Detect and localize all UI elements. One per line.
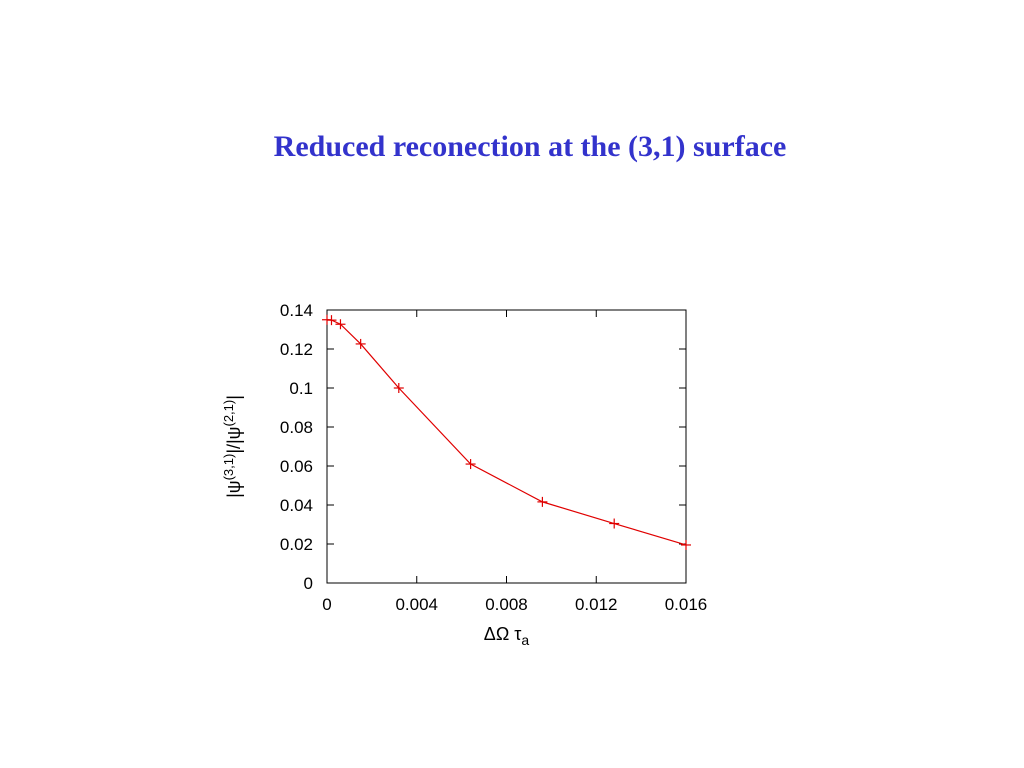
- x-tick-label: 0: [322, 595, 331, 614]
- data-point-marker: [681, 539, 691, 550]
- plot-frame: [326, 309, 687, 584]
- y-tick-label: 0.12: [280, 340, 313, 359]
- slide-title: Reduced reconection at the (3,1) surface: [273, 130, 787, 163]
- x-tick-label: 0.016: [665, 595, 708, 614]
- y-tick-labels: 0 0.02 0.04 0.06 0.08 0.1 0.12 0.14: [280, 301, 313, 593]
- data-point-marker: [609, 518, 620, 529]
- data-point-marker: [335, 319, 346, 330]
- x-tick-labels: 0 0.004 0.008 0.012 0.016: [322, 595, 707, 614]
- y-tick-label: 0.1: [289, 379, 313, 398]
- y-axis-label: |ψ(3,1)|/|ψ(2,1)|: [221, 395, 244, 498]
- x-axis-label: ΔΩ τa: [484, 624, 530, 648]
- y-tick-label: 0.04: [280, 496, 313, 515]
- x-tick-label: 0.012: [575, 595, 618, 614]
- data-point-marker: [355, 338, 366, 349]
- series-group: [322, 314, 691, 550]
- x-tick-label: 0.008: [485, 595, 528, 614]
- series-line: [326, 319, 687, 546]
- x-tick-label: 0.004: [395, 595, 438, 614]
- axis-ticks: [326, 309, 687, 584]
- y-tick-label: 0.02: [280, 535, 313, 554]
- y-tick-label: 0.06: [280, 457, 313, 476]
- y-tick-label: 0.14: [280, 301, 313, 320]
- data-point-marker: [326, 315, 337, 326]
- data-point-marker: [465, 459, 476, 470]
- data-point-marker: [537, 496, 548, 507]
- y-tick-label: 0: [304, 574, 313, 593]
- data-point-marker: [393, 383, 404, 393]
- y-tick-label: 0.08: [280, 418, 313, 437]
